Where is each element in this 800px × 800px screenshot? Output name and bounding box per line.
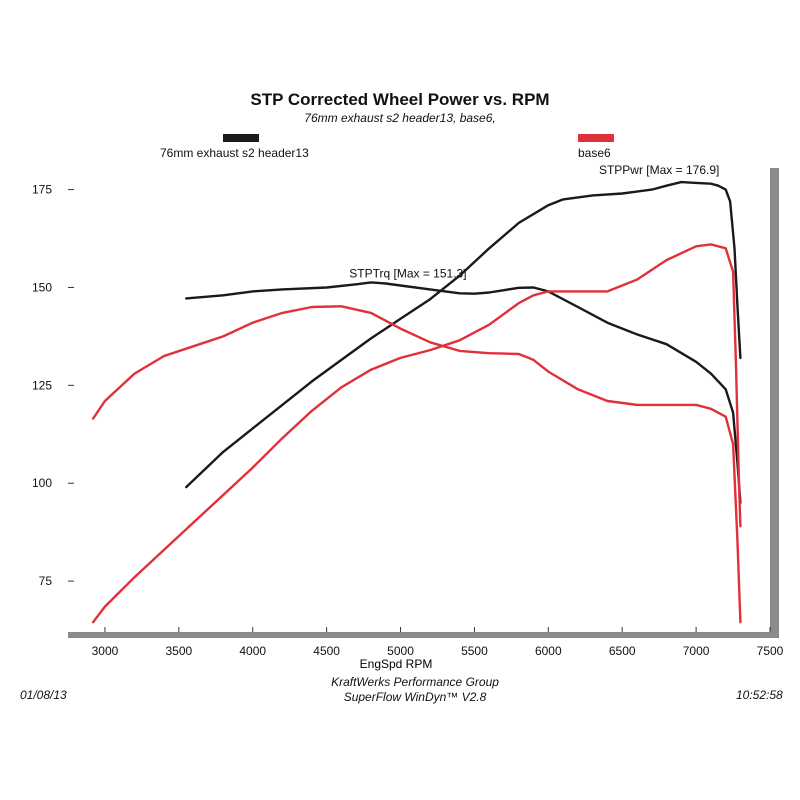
x-tick-label: 6000 [535, 644, 562, 658]
right-frame-bar [770, 168, 779, 638]
y-tick-label: 150 [32, 280, 52, 294]
plot-area [68, 170, 770, 632]
annotation-label: STPPwr [Max = 176.9] [599, 163, 719, 177]
chart-title: STP Corrected Wheel Power vs. RPM [250, 90, 550, 109]
series-line-header13-stppwr [185, 180, 742, 489]
x-tick-label: 3500 [165, 644, 192, 658]
x-tick-label: 5000 [387, 644, 414, 658]
series-line-base6-stppwr [91, 243, 742, 624]
legend-label-base6: base6 [578, 146, 611, 160]
footer-date: 01/08/13 [20, 688, 67, 702]
footer-software: SuperFlow WinDyn™ V2.8 [343, 690, 487, 704]
y-tick-label: 100 [32, 476, 52, 490]
y-tick-label: 125 [32, 378, 52, 392]
x-tick-label: 6500 [609, 644, 636, 658]
footer-company: KraftWerks Performance Group [331, 675, 499, 689]
footer-time: 10:52:58 [736, 688, 783, 702]
x-tick-label: 7500 [757, 644, 784, 658]
y-tick-label: 175 [32, 183, 52, 197]
bottom-frame-bar [68, 632, 779, 638]
chart-subtitle: 76mm exhaust s2 header13, base6, [304, 111, 496, 125]
legend-swatch-base6 [578, 134, 614, 142]
x-tick-label: 4500 [313, 644, 340, 658]
x-tick-label: 4000 [239, 644, 266, 658]
legend-label-header13: 76mm exhaust s2 header13 [160, 146, 309, 160]
series-line-base6-stptrq [91, 305, 742, 624]
legend-swatch-header13 [223, 134, 259, 142]
y-tick-label: 75 [39, 574, 53, 588]
x-axis-label: EngSpd RPM [360, 657, 433, 671]
series-line-header13-stptrq [185, 281, 742, 504]
x-tick-label: 3000 [92, 644, 119, 658]
annotation-label: STPTrq [Max = 151.3] [349, 267, 466, 281]
x-tick-label: 5500 [461, 644, 488, 658]
x-tick-label: 7000 [683, 644, 710, 658]
